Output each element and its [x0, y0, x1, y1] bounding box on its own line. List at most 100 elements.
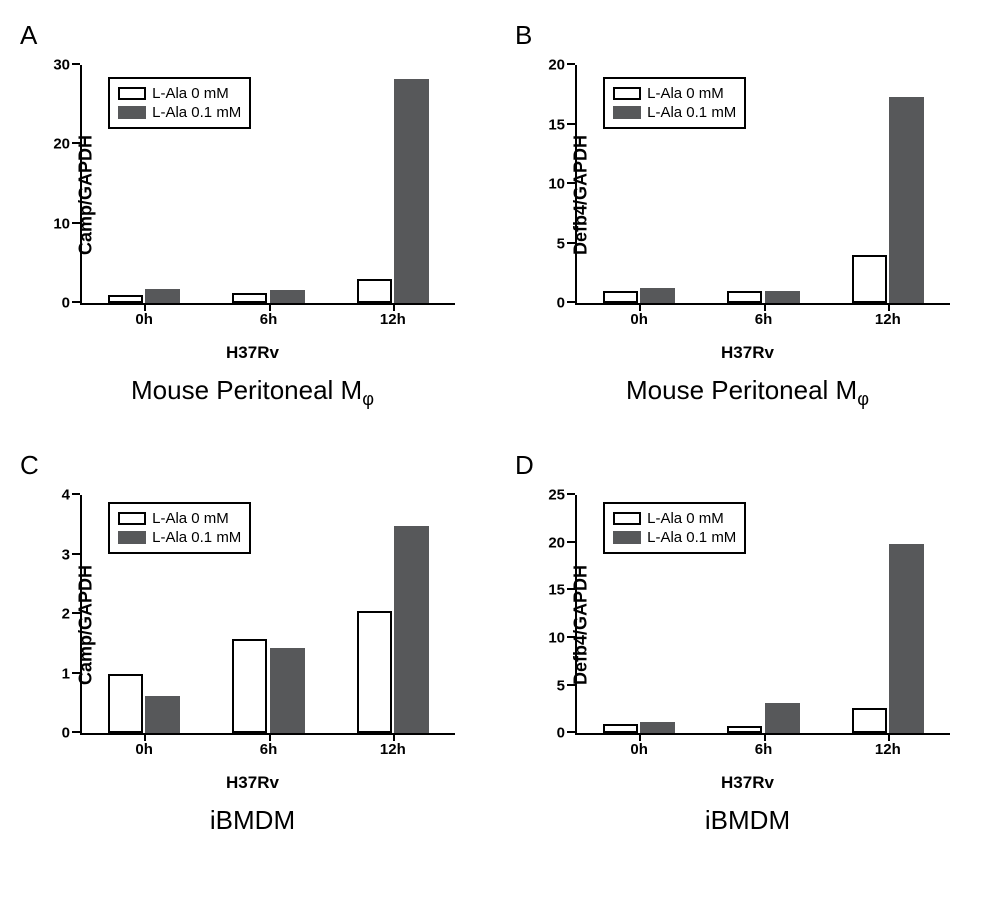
y-tick-label: 10 [53, 215, 82, 232]
legend-label: L-Ala 0 mM [647, 510, 724, 527]
legend-label: L-Ala 0 mM [647, 85, 724, 102]
y-tick-label: 0 [557, 295, 577, 312]
x-tick-label: 0h [630, 733, 648, 758]
bar-series1 [108, 295, 143, 303]
bar-series1 [357, 611, 392, 733]
panel-letter: D [515, 450, 980, 481]
plot-region: 01020300h6h12hL-Ala 0 mML-Ala 0.1 mM [80, 65, 455, 305]
bar-series2 [640, 288, 675, 303]
bar-series1 [108, 674, 143, 734]
bar-series1 [232, 639, 267, 733]
bar-series2 [394, 526, 429, 733]
chart-area: Camp/GAPDH01020300h6h12hL-Ala 0 mML-Ala … [80, 55, 485, 335]
y-tick-label: 3 [62, 546, 82, 563]
plot-region: 012340h6h12hL-Ala 0 mML-Ala 0.1 mM [80, 495, 455, 735]
y-tick-label: 0 [557, 725, 577, 742]
x-tick-label: 6h [755, 733, 773, 758]
legend-swatch-filled [613, 106, 641, 119]
bar-series2 [889, 544, 924, 733]
legend: L-Ala 0 mM L-Ala 0.1 mM [603, 502, 746, 554]
y-tick-label: 15 [548, 116, 577, 133]
legend-row: L-Ala 0.1 mM [613, 104, 736, 121]
x-axis-label: H37Rv [515, 773, 980, 793]
legend-row: L-Ala 0 mM [118, 85, 241, 102]
legend-row: L-Ala 0.1 mM [118, 104, 241, 121]
panel-letter: A [20, 20, 485, 51]
panel-D: DDefb4/GAPDH05101520250h6h12hL-Ala 0 mML… [515, 450, 980, 836]
bar-series2 [889, 97, 924, 303]
y-tick-label: 20 [548, 57, 577, 74]
bar-series1 [357, 279, 392, 303]
y-tick-label: 5 [557, 677, 577, 694]
legend-row: L-Ala 0 mM [613, 510, 736, 527]
x-axis-label: H37Rv [515, 343, 980, 363]
legend-swatch-filled [118, 531, 146, 544]
legend-label: L-Ala 0.1 mM [152, 104, 241, 121]
legend-swatch-open [118, 512, 146, 525]
chart-area: Defb4/GAPDH05101520250h6h12hL-Ala 0 mML-… [575, 485, 980, 765]
legend-label: L-Ala 0.1 mM [647, 529, 736, 546]
panel-subtitle: iBMDM [515, 805, 980, 836]
y-tick-label: 20 [53, 136, 82, 153]
bar-series1 [232, 293, 267, 303]
chart-area: Camp/GAPDH012340h6h12hL-Ala 0 mML-Ala 0.… [80, 485, 485, 765]
legend-swatch-filled [613, 531, 641, 544]
legend-swatch-open [118, 87, 146, 100]
legend-label: L-Ala 0.1 mM [647, 104, 736, 121]
x-tick-label: 6h [260, 733, 278, 758]
y-tick-label: 10 [548, 630, 577, 647]
x-tick-label: 0h [630, 303, 648, 328]
bar-series2 [270, 290, 305, 303]
y-tick-label: 20 [548, 534, 577, 551]
bar-series2 [145, 696, 180, 733]
x-tick-label: 12h [875, 733, 901, 758]
bar-series1 [852, 708, 887, 733]
legend-row: L-Ala 0 mM [118, 510, 241, 527]
bar-series2 [765, 291, 800, 303]
x-axis-label: H37Rv [20, 773, 485, 793]
panel-A: ACamp/GAPDH01020300h6h12hL-Ala 0 mML-Ala… [20, 20, 485, 410]
x-tick-label: 12h [380, 733, 406, 758]
legend-label: L-Ala 0.1 mM [152, 529, 241, 546]
panel-subtitle: Mouse Peritoneal Mφ [515, 375, 980, 410]
plot-region: 051015200h6h12hL-Ala 0 mML-Ala 0.1 mM [575, 65, 950, 305]
y-tick-label: 30 [53, 57, 82, 74]
x-axis-label: H37Rv [20, 343, 485, 363]
legend-row: L-Ala 0 mM [613, 85, 736, 102]
y-tick-label: 10 [548, 176, 577, 193]
panel-subtitle: iBMDM [20, 805, 485, 836]
bar-series1 [603, 724, 638, 734]
bar-series1 [852, 255, 887, 303]
legend-row: L-Ala 0.1 mM [118, 529, 241, 546]
chart-area: Defb4/GAPDH051015200h6h12hL-Ala 0 mML-Al… [575, 55, 980, 335]
legend-swatch-filled [118, 106, 146, 119]
x-tick-label: 12h [380, 303, 406, 328]
x-tick-label: 0h [135, 303, 153, 328]
bar-series1 [727, 291, 762, 303]
panel-letter: B [515, 20, 980, 51]
bar-series2 [394, 79, 429, 303]
y-tick-label: 0 [62, 725, 82, 742]
legend-label: L-Ala 0 mM [152, 510, 229, 527]
y-tick-label: 15 [548, 582, 577, 599]
y-tick-label: 25 [548, 487, 577, 504]
y-tick-label: 2 [62, 606, 82, 623]
figure-grid: ACamp/GAPDH01020300h6h12hL-Ala 0 mML-Ala… [20, 20, 980, 836]
legend-swatch-open [613, 512, 641, 525]
bar-series1 [603, 291, 638, 303]
legend: L-Ala 0 mM L-Ala 0.1 mM [108, 77, 251, 129]
legend-label: L-Ala 0 mM [152, 85, 229, 102]
y-tick-label: 1 [62, 665, 82, 682]
x-tick-label: 6h [260, 303, 278, 328]
x-tick-label: 6h [755, 303, 773, 328]
panel-letter: C [20, 450, 485, 481]
panel-subtitle: Mouse Peritoneal Mφ [20, 375, 485, 410]
y-tick-label: 0 [62, 295, 82, 312]
legend: L-Ala 0 mM L-Ala 0.1 mM [603, 77, 746, 129]
plot-region: 05101520250h6h12hL-Ala 0 mML-Ala 0.1 mM [575, 495, 950, 735]
bar-series2 [765, 703, 800, 733]
panel-C: CCamp/GAPDH012340h6h12hL-Ala 0 mML-Ala 0… [20, 450, 485, 836]
panel-B: BDefb4/GAPDH051015200h6h12hL-Ala 0 mML-A… [515, 20, 980, 410]
y-tick-label: 5 [557, 235, 577, 252]
y-tick-label: 4 [62, 487, 82, 504]
